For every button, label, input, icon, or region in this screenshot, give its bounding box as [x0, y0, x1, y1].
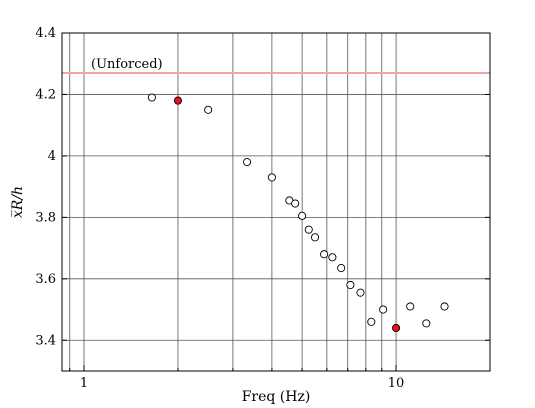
data-point: [379, 305, 388, 314]
highlighted-data-point: [392, 323, 401, 333]
y-tick-label: 4.2: [35, 87, 56, 102]
y-tick-label: 4: [48, 149, 56, 164]
data-point: [147, 93, 156, 102]
data-point: [356, 288, 365, 297]
data-point: [440, 302, 449, 311]
x-tick-label: 1: [80, 376, 88, 391]
data-point: [304, 225, 313, 234]
y-tick-label: 4.4: [35, 26, 56, 41]
data-point: [204, 105, 213, 114]
data-point: [337, 264, 346, 273]
data-point: [310, 233, 320, 242]
data-points: [147, 93, 449, 333]
data-point: [367, 317, 376, 326]
y-axis-label: x̅R/h: [10, 186, 26, 218]
data-point: [291, 199, 300, 208]
x-tick-label: 10: [388, 376, 405, 391]
y-tick-label: 3.6: [35, 272, 56, 287]
data-point: [267, 173, 276, 182]
data-point: [320, 250, 329, 259]
data-point: [406, 302, 415, 311]
unforced-annotation: (Unforced): [91, 57, 163, 72]
plot-frame: [61, 32, 491, 372]
highlighted-data-point: [173, 96, 183, 105]
data-point: [328, 253, 337, 262]
data-point: [346, 280, 355, 290]
data-point: [298, 211, 307, 220]
y-tick-label: 3.4: [35, 333, 56, 348]
y-tick-label: 3.8: [35, 210, 56, 225]
axis-ticks: 3.4 3.6 3.8 4 4.2 4.4 1 10: [35, 26, 491, 391]
x-axis-label: Freq (Hz): [242, 389, 311, 405]
data-point: [242, 158, 252, 167]
data-point: [422, 319, 431, 328]
